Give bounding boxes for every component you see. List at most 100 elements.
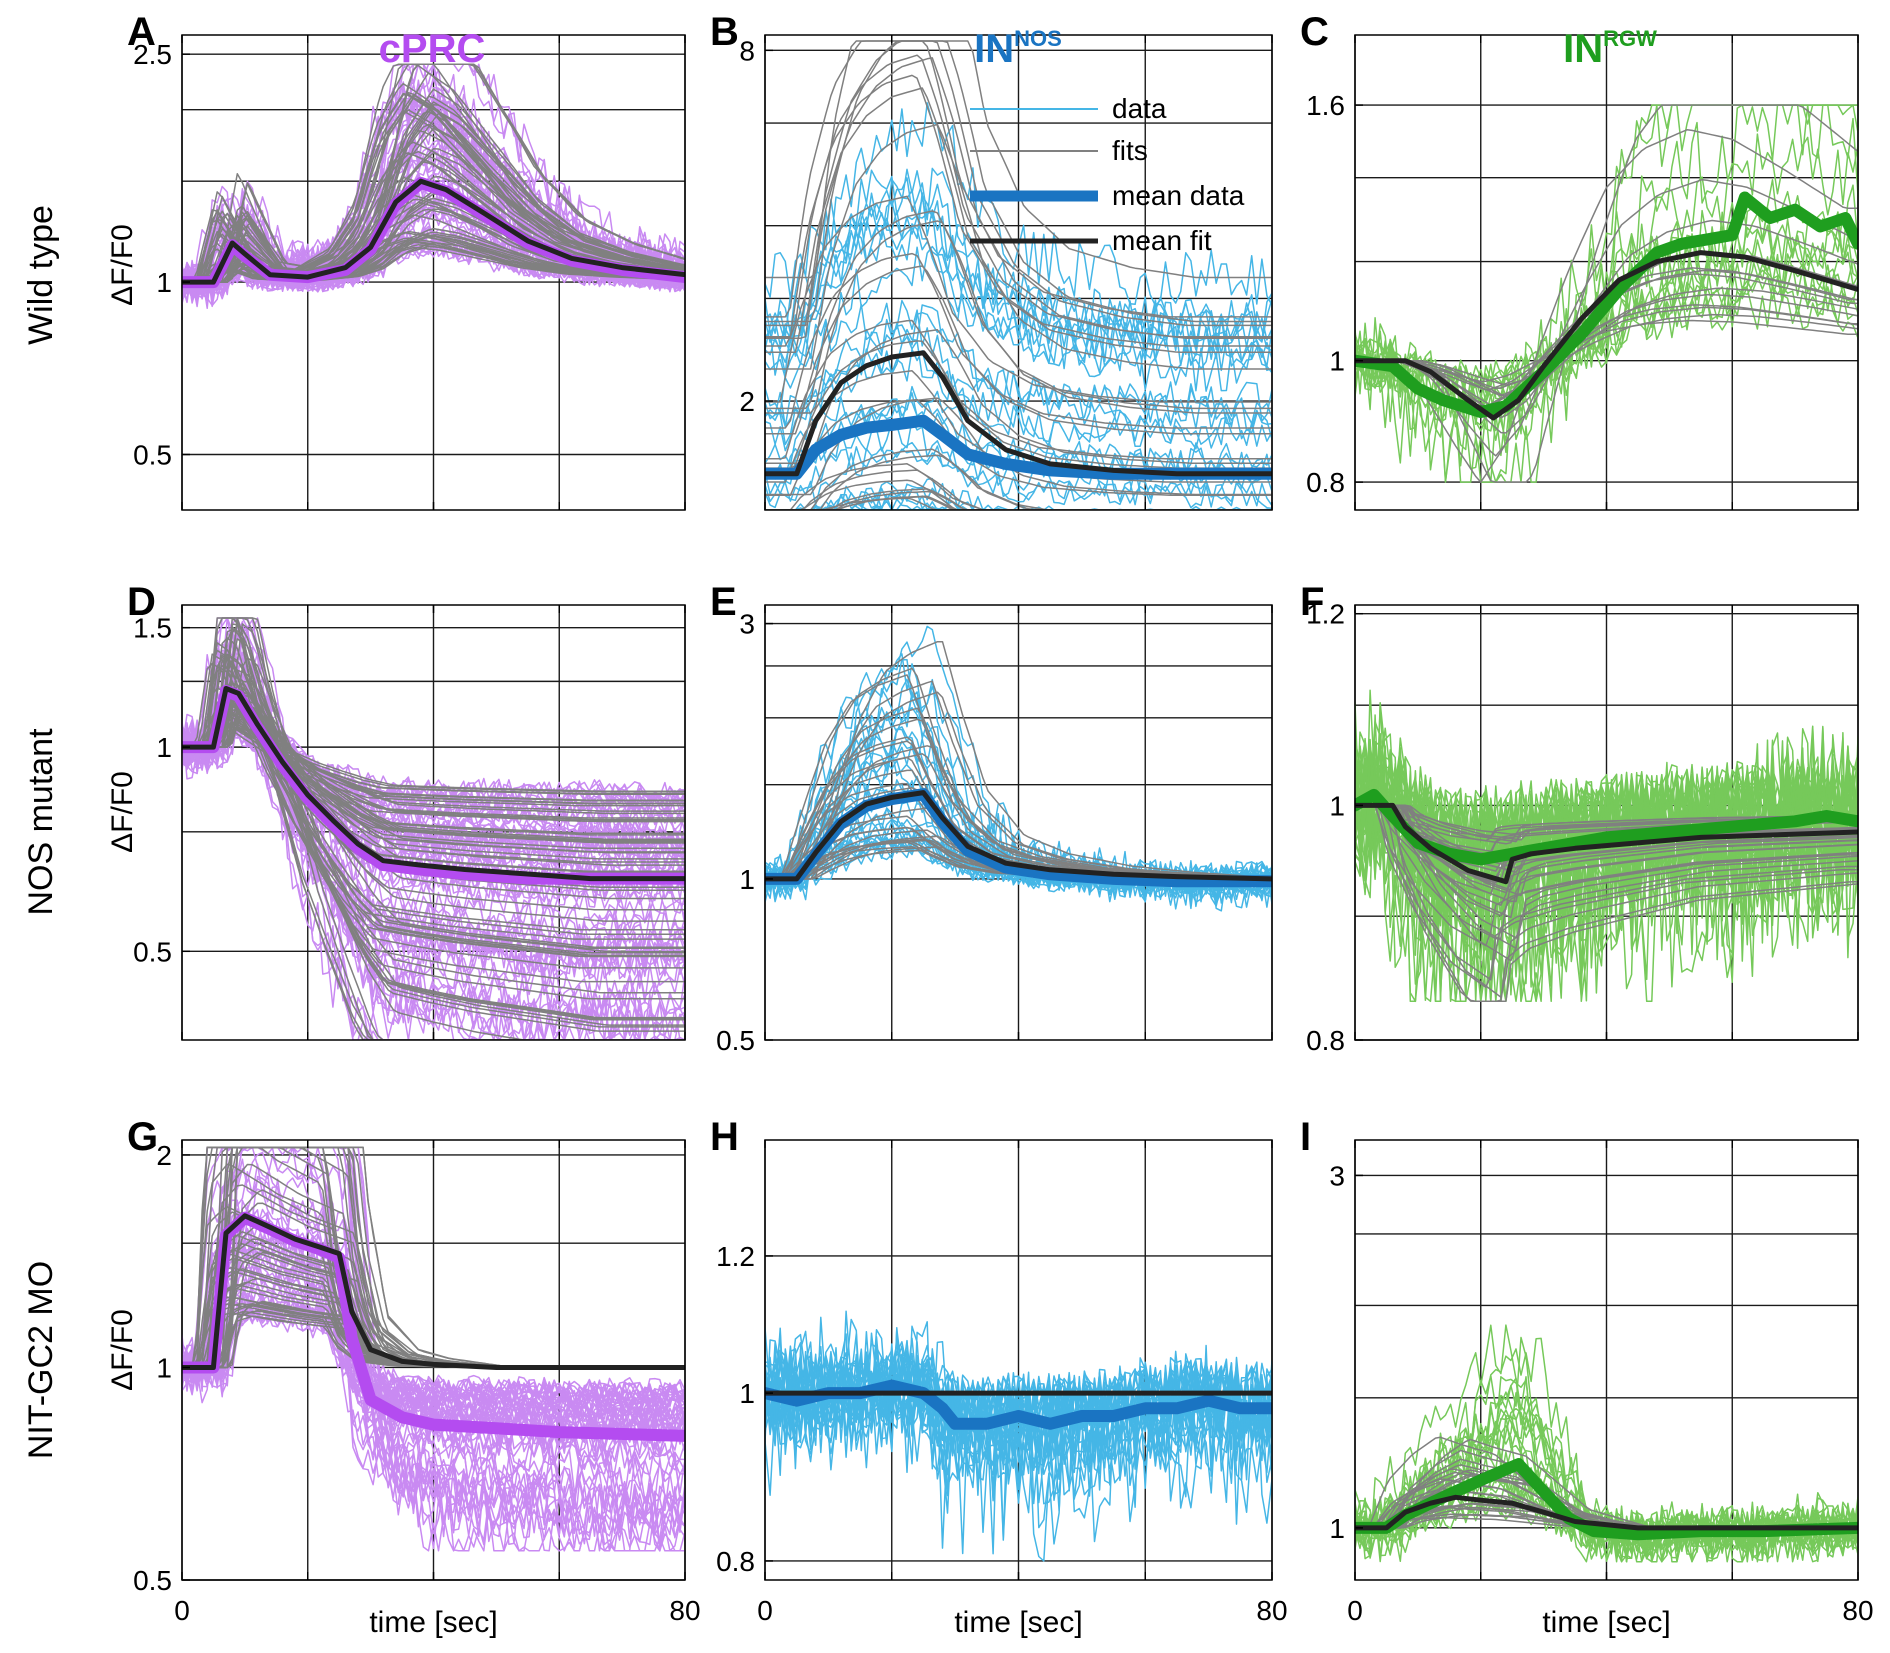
panel-c-fit-trace: [1355, 293, 1858, 397]
panel-i-letter: I: [1300, 1115, 1311, 1159]
column-title-superscript: NOS: [1014, 26, 1062, 51]
panel-d-fit-trace: [182, 649, 685, 969]
panel-c-fit-trace: [1355, 319, 1858, 383]
panel-f-fit-trace: [1355, 804, 1858, 1003]
trace-layer: [182, 40, 1858, 1563]
panel-d-axes: 0.5 1 1.5: [133, 604, 686, 1041]
panel-b-data-trace: [765, 477, 1272, 510]
panel-e-fit-trace: [765, 640, 1272, 880]
panel-g-ytick-label: 2: [156, 1140, 172, 1171]
panel-d-mean-fit: [182, 686, 685, 882]
panel-b-fit-trace: [765, 252, 1272, 429]
panel-h-ytick-label: 1: [739, 1378, 755, 1409]
panel-d-fit-trace: [182, 657, 685, 953]
panel-i-mean-fit: [1355, 1494, 1858, 1531]
panel-b-fit-trace: [765, 495, 1272, 510]
panel-b-ytick-label: 8: [739, 35, 755, 66]
y-axis-label-3: ΔF/F0: [106, 1309, 139, 1391]
panel-a-mean-fit: [182, 178, 685, 285]
panel-b-fit-trace: [765, 40, 1272, 327]
panel-f-ytick-label: 0.8: [1306, 1025, 1345, 1056]
panel-h-xlabel: time [sec]: [954, 1606, 1082, 1639]
panel-h-xtick-label: 0: [757, 1595, 773, 1626]
panel-d-data-trace: [182, 652, 685, 952]
panel-a-ytick-label: 0.5: [133, 439, 172, 470]
legend-label-2: fits: [1112, 135, 1148, 166]
panel-d-fit-trace: [182, 626, 685, 1019]
panel-d-fit-trace: [182, 623, 685, 1032]
panel-b-axes: 28: [739, 34, 1273, 511]
column-title-main: cPRC: [379, 27, 486, 71]
panel-g-ytick-label: 0.5: [133, 1565, 172, 1596]
panel-f-fit-trace: [1355, 804, 1858, 989]
column-title-2: INNOS: [974, 26, 1062, 71]
panel-b-fit-trace: [765, 398, 1272, 497]
panel-b-fit-trace: [765, 220, 1272, 414]
panel-f-ytick-label: 1: [1329, 790, 1345, 821]
panel-f-fit-trace: [1355, 804, 1858, 906]
panel-d-letter: D: [127, 580, 156, 624]
panel-b-traces: [765, 40, 1272, 510]
panel-h-letter: H: [710, 1115, 739, 1159]
panel-a-letter: A: [127, 10, 156, 54]
panel-f-fit-trace: [1355, 804, 1858, 940]
panel-h-data-trace: [765, 1333, 1272, 1514]
panel-b-fit-trace: [765, 319, 1272, 460]
panel-a-ytick-label: 1: [156, 267, 172, 298]
panel-d-data-trace: [182, 617, 685, 1040]
panel-b-data-trace: [765, 335, 1272, 446]
panel-d-ytick-label: 1: [156, 732, 172, 763]
panel-f-fit-trace: [1355, 804, 1858, 1003]
panel-b-data-trace: [765, 299, 1272, 423]
panel-f-fit-trace: [1355, 804, 1858, 998]
panel-d-fit-trace: [182, 642, 685, 983]
panel-h-ytick-label: 1.2: [716, 1241, 755, 1272]
panel-b-data-trace: [765, 223, 1272, 377]
panel-g-letter: G: [127, 1115, 158, 1159]
panel-d-ytick-label: 0.5: [133, 936, 172, 967]
frame-layer: 0.512.5280.811.60.511.50.5130.811.20.512…: [133, 34, 1874, 1639]
panel-i-xlabel: time [sec]: [1542, 1606, 1670, 1639]
legend: data fits mean data mean fit: [970, 93, 1245, 256]
panel-g-ytick-label: 1: [156, 1352, 172, 1383]
panel-g-xtick-label: 0: [174, 1595, 190, 1626]
panel-d-traces: [182, 617, 685, 1040]
panel-f-fit-trace: [1355, 804, 1858, 981]
panel-d-data-trace: [182, 639, 685, 993]
panel-b-fit-trace: [765, 74, 1272, 347]
panel-d-fit-trace: [182, 628, 685, 1021]
panel-e-ytick-label: 0.5: [716, 1025, 755, 1056]
panel-g-data-trace: [182, 1146, 685, 1504]
panel-b-fit-trace: [765, 195, 1272, 403]
y-axis-label-2: ΔF/F0: [106, 771, 139, 853]
panel-h-traces: [765, 1310, 1272, 1562]
panel-a-fit-trace: [182, 152, 685, 283]
panel-b-fit-trace: [765, 497, 1272, 510]
panel-i-ytick-label: 3: [1329, 1160, 1345, 1191]
panel-d-fit-trace: [182, 662, 685, 940]
panel-e-mean-fit: [765, 790, 1272, 882]
panel-c-mean-data: [1355, 191, 1858, 418]
panel-c-fit-trace: [1355, 178, 1858, 457]
panel-i-ytick-label: 1: [1329, 1513, 1345, 1544]
panel-h-xtick-label: 80: [1256, 1595, 1287, 1626]
panel-b-fit-trace: [765, 469, 1272, 510]
panel-h-ytick-label: 0.8: [716, 1546, 755, 1577]
panel-g-xtick-label: 80: [669, 1595, 700, 1626]
column-title-main: IN: [974, 27, 1014, 71]
panel-b-data-trace: [765, 304, 1272, 428]
column-title-main: IN: [1563, 27, 1603, 71]
legend-label-4: mean fit: [1112, 225, 1212, 256]
panel-b-data-trace: [765, 490, 1272, 510]
panel-g-traces: [182, 1146, 685, 1552]
panel-g-data-trace: [182, 1296, 685, 1410]
panel-c-mean-fit: [1355, 250, 1858, 421]
panel-d-fit-trace: [182, 653, 685, 957]
panel-f-fit-trace: [1355, 804, 1858, 947]
panel-d-data-trace: [182, 617, 685, 1040]
panel-c-ytick-label: 1.6: [1306, 90, 1345, 121]
panel-e-traces: [765, 625, 1272, 912]
panel-f-mean-data: [1355, 788, 1858, 866]
panel-g-mean-fit: [182, 1213, 685, 1370]
panel-f-ytick-label: 1.2: [1306, 599, 1345, 630]
